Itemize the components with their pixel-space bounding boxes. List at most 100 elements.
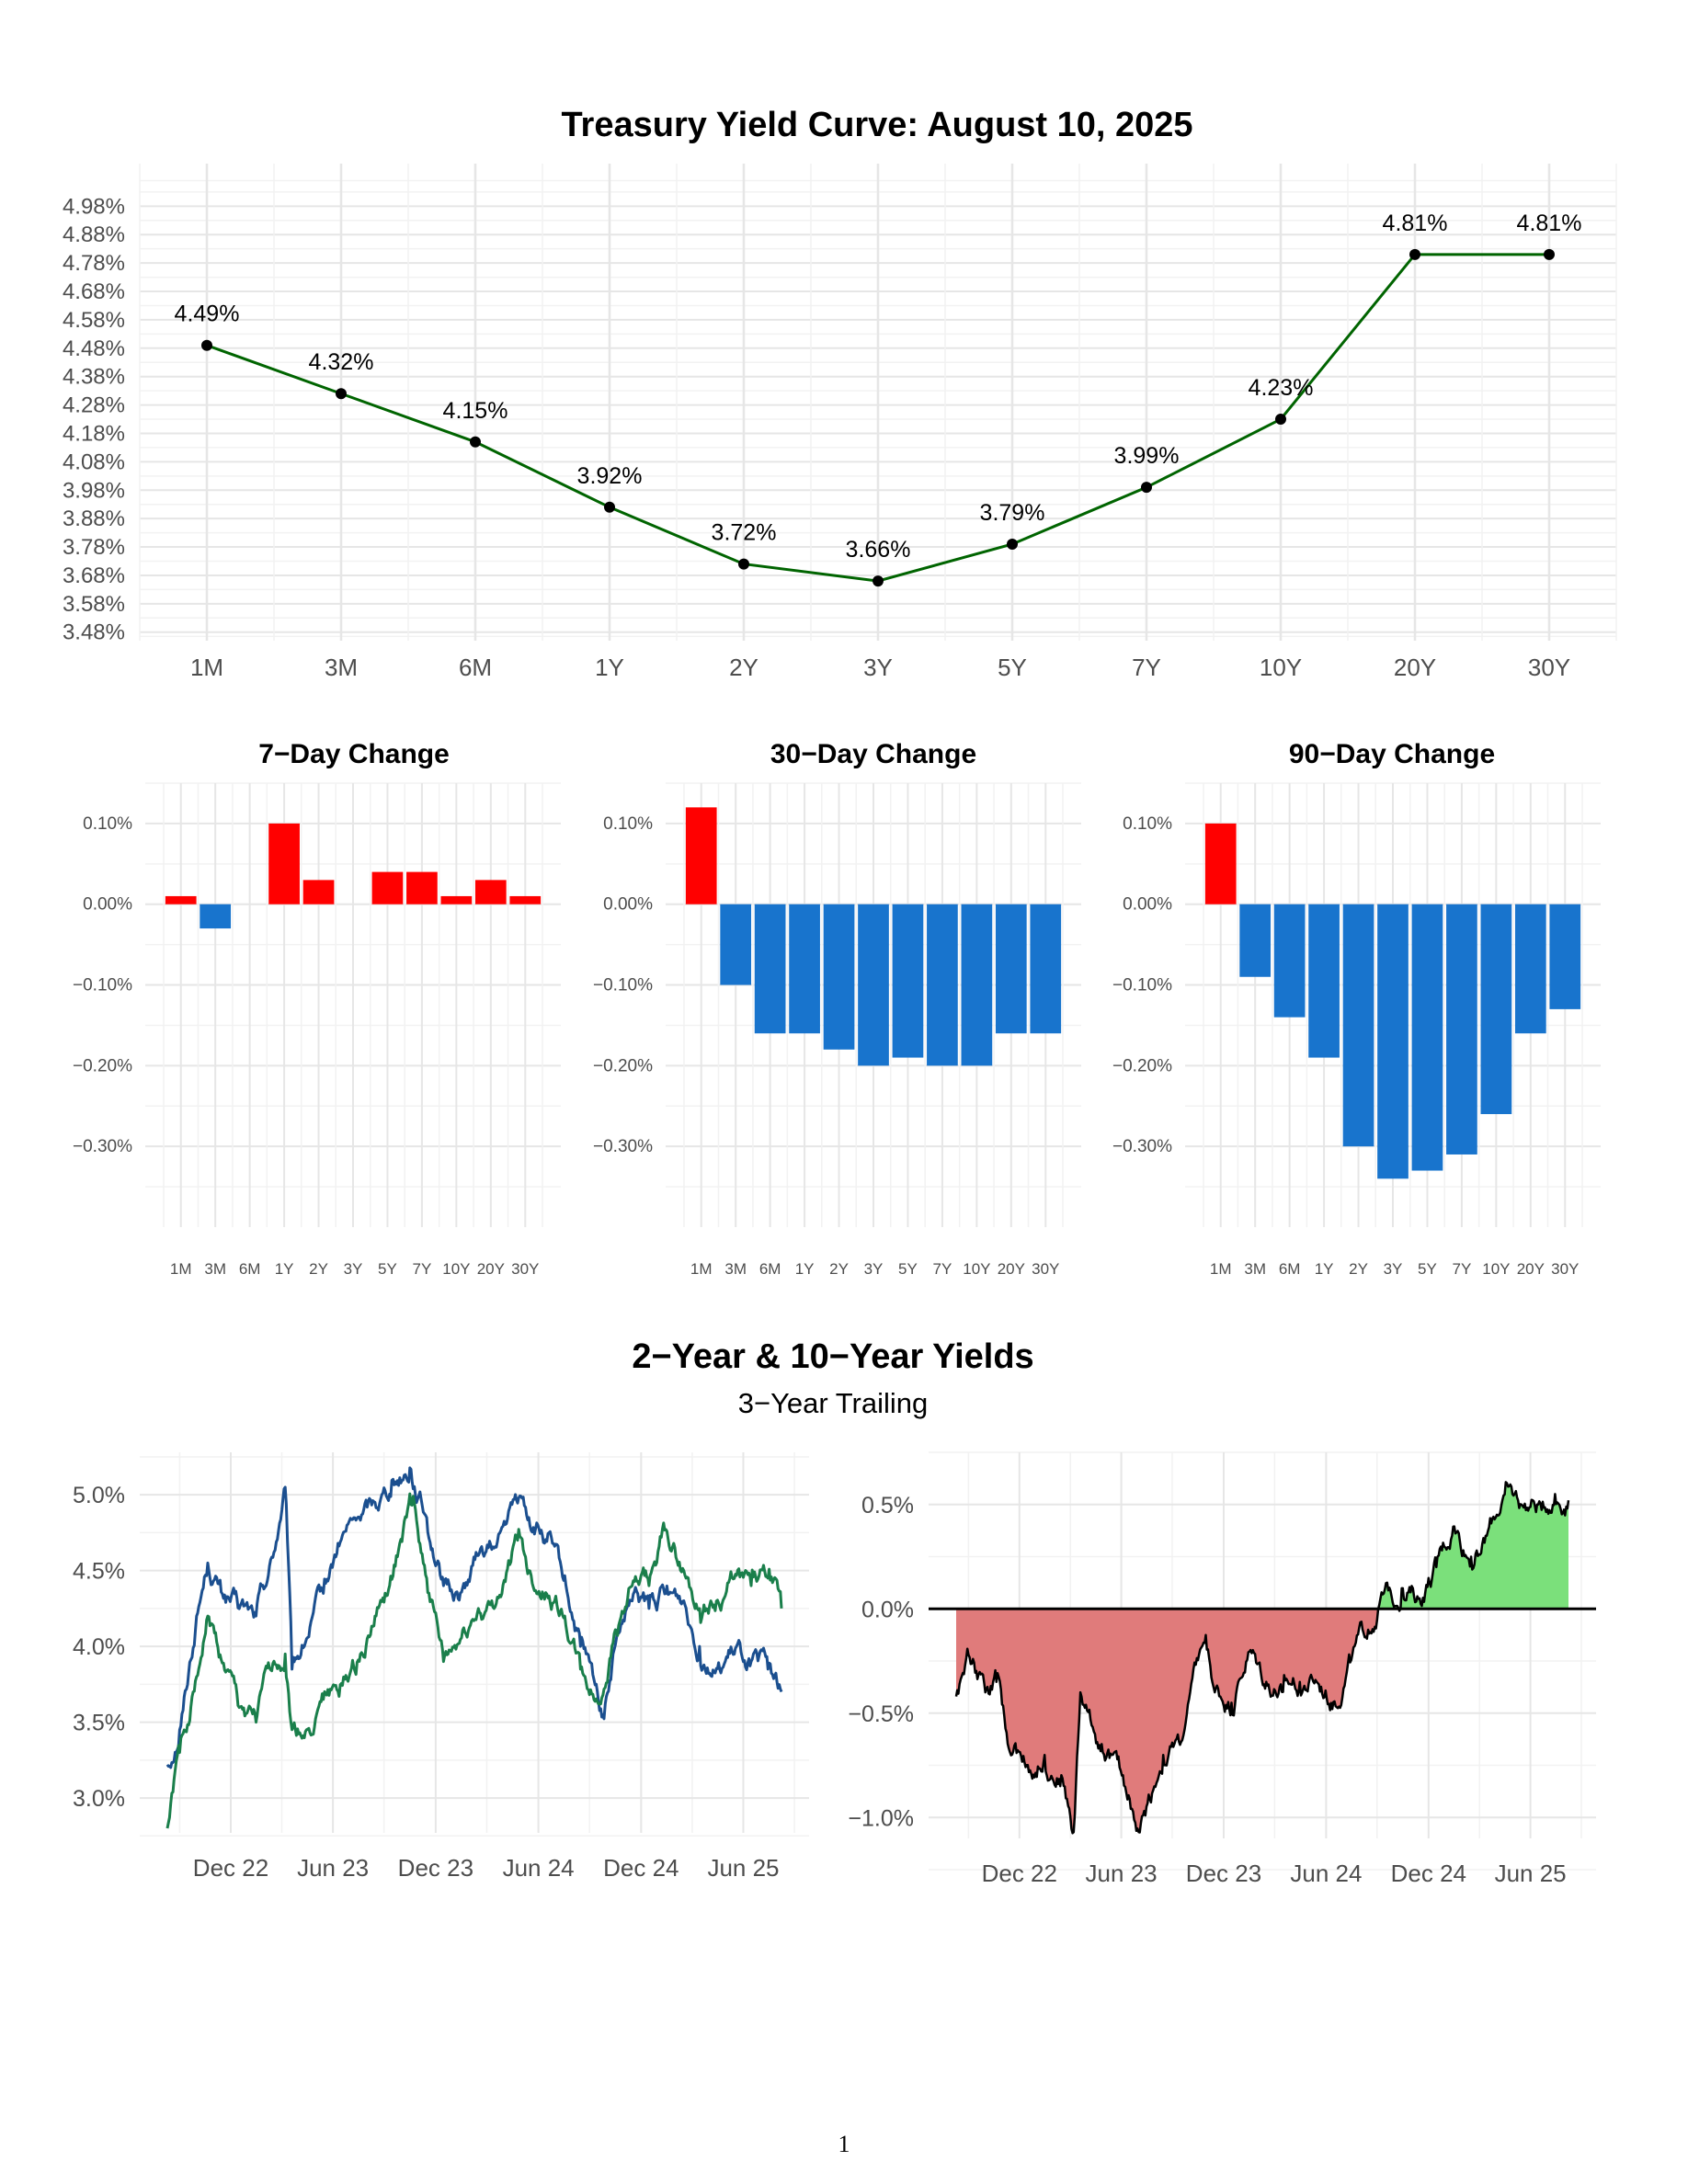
- yields-section-title: 2−Year & 10−Year Yields: [632, 1337, 1033, 1376]
- yields-section-subtitle: 3−Year Trailing: [738, 1387, 929, 1419]
- y-tick-label: 0.00%: [83, 895, 132, 915]
- change-bar: [1514, 904, 1546, 1034]
- x-tick-label: 20Y: [1517, 1260, 1545, 1278]
- y-tick-label: 0.10%: [83, 814, 132, 834]
- x-tick-label: 10Y: [963, 1260, 990, 1278]
- y-tick-label: 4.98%: [63, 194, 125, 219]
- y-tick-label: −0.5%: [848, 1701, 914, 1727]
- y-tick-label: 3.68%: [63, 563, 125, 588]
- x-tick-label: 3M: [1244, 1260, 1266, 1278]
- x-tick-label: 30Y: [1551, 1260, 1579, 1278]
- change-bar: [858, 904, 889, 1066]
- change-bar: [440, 895, 473, 904]
- x-tick-label: 5Y: [998, 654, 1027, 681]
- yield-data-label: 4.15%: [443, 398, 508, 424]
- y-tick-label: 0.00%: [1123, 895, 1172, 915]
- change-bar: [1239, 904, 1272, 977]
- y-tick-label: 3.0%: [73, 1786, 125, 1812]
- x-tick-label: 3Y: [864, 1260, 884, 1278]
- y-tick-label: 4.48%: [63, 336, 125, 361]
- x-tick-label: Dec 24: [1391, 1860, 1466, 1887]
- x-tick-label: 2Y: [829, 1260, 849, 1278]
- y-tick-label: 0.10%: [603, 814, 653, 834]
- change-90d-title: 90−Day Change: [1289, 739, 1495, 769]
- change-bar: [509, 895, 542, 904]
- yield-point: [1409, 248, 1420, 260]
- spread-chart: Dec 22 Jun 23 Dec 23 Jun 24 Dec 24 Jun 25 −1.0…: [848, 1451, 1596, 1887]
- change-bar: [685, 807, 717, 904]
- x-tick-label: 7Y: [1453, 1260, 1472, 1278]
- yield-data-label: 4.32%: [309, 349, 374, 375]
- x-tick-label: 5Y: [898, 1260, 918, 1278]
- x-tick-label: 1Y: [595, 654, 624, 681]
- x-tick-label: 1M: [190, 654, 223, 681]
- x-tick-label: 10Y: [1260, 654, 1302, 681]
- x-tick-label: 10Y: [1482, 1260, 1510, 1278]
- yield-point: [1544, 248, 1555, 260]
- y-tick-label: −0.20%: [73, 1056, 132, 1075]
- y-tick-label: 0.0%: [861, 1597, 914, 1622]
- x-tick-label: 6M: [459, 654, 492, 681]
- yield-data-label: 3.92%: [577, 463, 643, 489]
- x-tick-label: 1M: [170, 1260, 192, 1278]
- x-tick-label: 3M: [204, 1260, 226, 1278]
- y-tick-label: −0.20%: [593, 1056, 653, 1075]
- yield-curve-chart: Treasury Yield Curve: August 10, 2025 3.…: [63, 106, 1617, 681]
- yield-series-line: [165, 1492, 783, 1829]
- y-tick-label: 3.78%: [63, 535, 125, 560]
- y-tick-label: 5.0%: [73, 1483, 125, 1508]
- x-tick-label: 3M: [325, 654, 358, 681]
- yield-data-label: 3.99%: [1114, 443, 1180, 469]
- yield-series-line: [165, 1466, 783, 1769]
- change-90d-chart: 90−Day Change −0.30% −0.20% −0.10% 0.00% 0.1…: [1112, 739, 1601, 1278]
- x-tick-label: 1Y: [795, 1260, 815, 1278]
- x-tick-label: 3M: [724, 1260, 747, 1278]
- x-tick-label: Jun 23: [297, 1854, 369, 1882]
- change-bar: [1273, 904, 1306, 1018]
- x-tick-label: 7Y: [413, 1260, 432, 1278]
- y-tick-label: −0.20%: [1112, 1056, 1172, 1075]
- x-tick-label: 10Y: [442, 1260, 470, 1278]
- y-tick-label: −0.10%: [1112, 976, 1172, 995]
- yield-point: [604, 501, 615, 513]
- change-bar: [1308, 904, 1340, 1058]
- x-tick-label: 3Y: [1384, 1260, 1403, 1278]
- change-bar: [1446, 904, 1477, 1155]
- y-tick-label: −0.10%: [593, 976, 653, 995]
- x-tick-label: 7Y: [1132, 654, 1161, 681]
- y-tick-label: 4.5%: [73, 1559, 125, 1585]
- y-tick-label: 4.38%: [63, 365, 125, 390]
- change-bar: [165, 895, 197, 904]
- yield-point: [738, 558, 749, 570]
- x-tick-label: 2Y: [1349, 1260, 1368, 1278]
- yields-2y-10y-chart: Dec 22 Jun 23 Dec 23 Jun 24 Dec 24 Jun 25 3.0%…: [73, 1452, 809, 1882]
- y-tick-label: 4.28%: [63, 393, 125, 418]
- x-tick-label: 3Y: [863, 654, 893, 681]
- yield-point: [1007, 538, 1018, 550]
- spread-positive-area: [956, 1482, 1568, 1610]
- x-tick-label: 30Y: [1528, 654, 1570, 681]
- x-tick-label: 1Y: [1315, 1260, 1334, 1278]
- yield-point: [1275, 414, 1286, 426]
- x-tick-label: 2Y: [729, 654, 758, 681]
- change-30d-title: 30−Day Change: [770, 739, 976, 769]
- x-tick-label: 7Y: [933, 1260, 952, 1278]
- x-tick-label: 30Y: [511, 1260, 539, 1278]
- x-tick-label: 3Y: [344, 1260, 363, 1278]
- x-tick-label: 1M: [690, 1260, 713, 1278]
- x-tick-label: Dec 23: [398, 1854, 473, 1882]
- x-tick-label: 5Y: [378, 1260, 397, 1278]
- y-tick-label: 3.48%: [63, 620, 125, 645]
- y-tick-label: 4.18%: [63, 421, 125, 446]
- y-tick-label: −0.30%: [593, 1137, 653, 1156]
- change-30d-chart: 30−Day Change −0.30% −0.20% −0.10% 0.00% 0.1…: [593, 739, 1081, 1278]
- y-tick-label: 4.08%: [63, 449, 125, 474]
- x-tick-label: Dec 22: [193, 1854, 268, 1882]
- yield-curve-title: Treasury Yield Curve: August 10, 2025: [561, 106, 1192, 144]
- change-bar: [995, 904, 1027, 1034]
- x-tick-label: Jun 25: [1495, 1860, 1567, 1887]
- spread-negative-area: [956, 1609, 1568, 1834]
- page-number: 1: [838, 2131, 850, 2157]
- x-tick-label: 20Y: [998, 1260, 1025, 1278]
